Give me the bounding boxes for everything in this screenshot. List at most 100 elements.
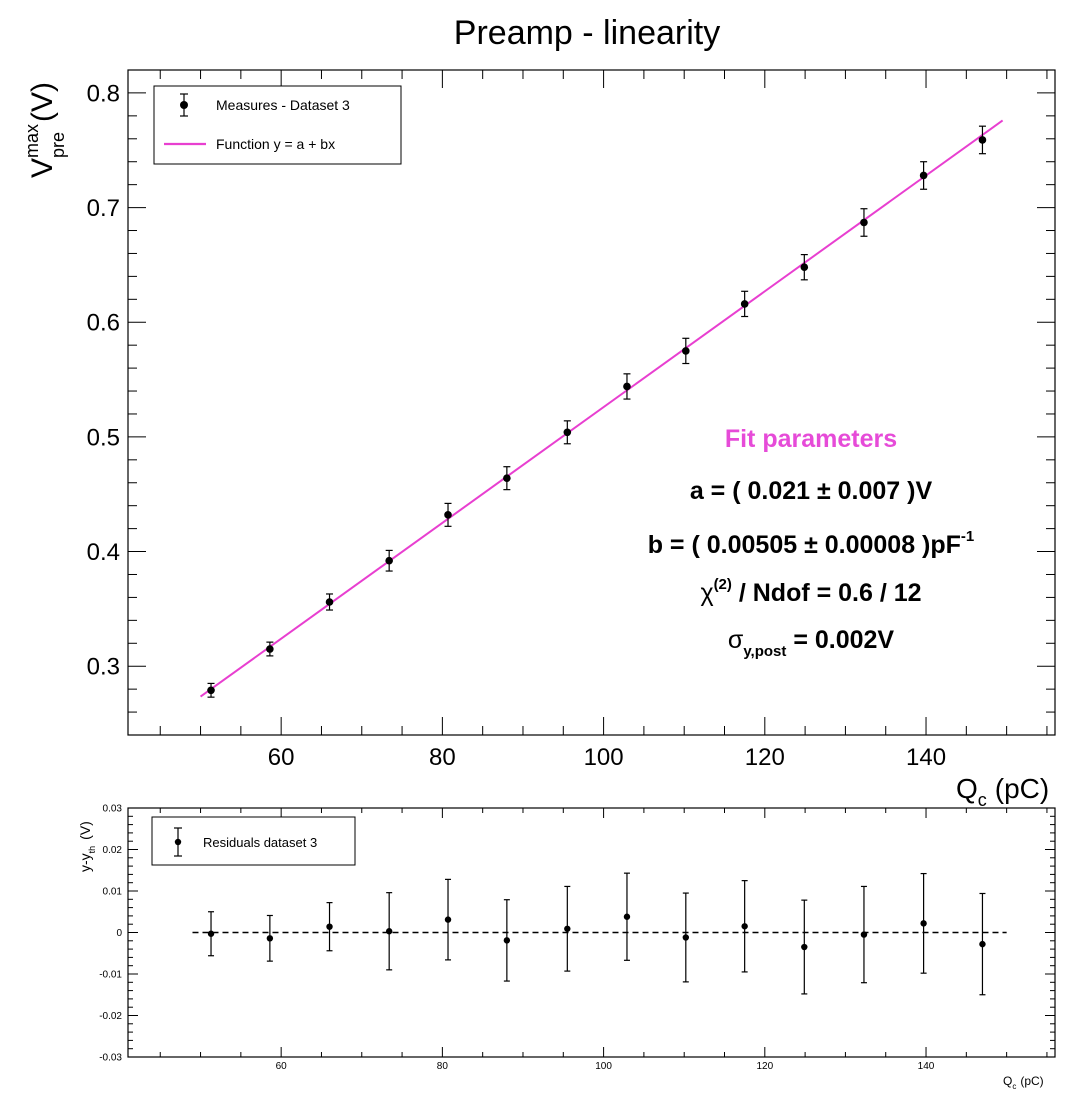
data-point [503,466,511,491]
data-point [919,161,928,190]
x-tick-label: 120 [745,744,785,771]
data-point [741,880,748,973]
data-point [623,373,631,400]
main-tick-labels: 60 80 100 120 140 0.3 0.4 0.5 0.6 0.7 0.8 [87,80,946,771]
point-marker [623,382,631,391]
point-marker [266,935,274,942]
data-point [266,641,274,657]
x-tick-label: 140 [918,1061,935,1072]
point-marker [385,928,393,935]
point-marker [563,428,572,437]
y-tick-label: -0.02 [99,1011,122,1022]
fit-line [199,119,1004,698]
point-marker [801,943,808,951]
x-tick-label: 60 [276,1061,288,1072]
x-tick-label: 120 [756,1061,773,1072]
main-ticks [128,69,1055,736]
fit-sigma: σy,post = 0.002V [728,626,895,660]
legend-entry-residuals: Residuals dataset 3 [203,835,317,850]
data-point [503,899,511,982]
data-point [444,878,452,961]
point-marker [444,511,452,519]
data-point [385,549,393,572]
point-marker [623,913,631,920]
point-marker [385,556,393,565]
y-tick-label: 0.01 [103,887,123,898]
data-point [682,337,690,365]
legend-entry-function: Function y = a + bx [216,136,335,152]
residual-legend-box [151,816,356,866]
y-tick-label: 0.6 [87,310,120,337]
point-marker [978,136,987,144]
residual-ticks [128,807,1055,1058]
y-tick-label: 0.8 [87,80,120,107]
residual-x-axis-label: Qc (pC) [1003,1074,1044,1091]
y-tick-label: 0.3 [87,654,120,681]
data-point [800,253,809,281]
point-marker [919,171,928,180]
point-marker [682,934,690,941]
data-point [860,885,868,984]
y-tick-label: -0.03 [99,1053,122,1064]
residual-legend: Residuals dataset 3 [151,816,356,866]
point-marker [325,598,334,606]
data-point [979,892,986,996]
point-marker [979,940,986,948]
main-panel: 60 80 100 120 140 0.3 0.4 0.5 0.6 0.7 0.8 Vmax pre(… [22,69,1056,810]
point-marker [682,347,690,355]
residual-panel: 60 80 100 120 140 -0.03 -0.02 -0.01 0 0.01 0.02 0.0… [77,804,1056,1091]
point-marker [564,925,571,932]
y-tick-label: 0.5 [87,424,120,451]
point-marker [444,916,452,923]
data-point [860,208,868,237]
y-tick-label: 0.02 [103,845,123,856]
x-tick-label: 140 [906,744,946,771]
main-x-axis-label: Qc (pC) [956,773,1049,810]
residual-legend-point [174,838,182,846]
fit-param-b: b = ( 0.00505 ± 0.00008 )pF-1 [648,528,975,559]
data-point [266,914,274,962]
point-marker [860,218,868,227]
data-point [207,911,215,957]
data-point [564,885,571,972]
main-y-axis-label: Vmax pre(V) [22,82,68,178]
point-marker [326,923,333,930]
data-point [325,593,334,611]
fit-parameters-box: Fit parameters a = ( 0.021 ± 0.007 )V b … [648,425,975,660]
data-point [444,502,452,527]
chart-title: Preamp - linearity [454,14,720,52]
y-tick-label: 0.4 [87,539,120,566]
residual-y-axis-label: y-yth(V) [77,821,97,872]
data-point [978,125,987,155]
data-point [682,892,690,983]
x-tick-label: 100 [584,744,624,771]
x-tick-label: 80 [429,744,456,771]
main-data-points [207,125,987,698]
data-point [920,872,927,974]
point-marker [920,920,927,927]
y-tick-label: 0 [116,928,122,939]
residual-tick-labels: 60 80 100 120 140 -0.03 -0.02 -0.01 0 0.01 0.02 0.0… [99,804,935,1073]
data-point [563,420,572,445]
y-tick-label: 0.7 [87,195,120,222]
fit-parameters-heading: Fit parameters [725,425,897,453]
point-marker [741,923,748,930]
data-point [740,290,749,318]
point-marker [800,263,809,272]
data-point [326,902,333,952]
x-tick-label: 80 [437,1061,449,1072]
data-point [207,682,215,698]
point-marker [503,937,511,944]
main-legend: Measures - Dataset 3 Function y = a + bx [153,85,402,165]
x-tick-label: 60 [268,744,295,771]
point-marker [266,645,274,653]
x-tick-label: 100 [595,1061,612,1072]
point-marker [740,300,749,308]
fit-param-a: a = ( 0.021 ± 0.007 )V [690,477,933,505]
data-point [623,872,631,961]
y-tick-label: 0.03 [103,804,123,815]
y-tick-label: -0.01 [99,970,122,981]
fit-chi-square: χ(2) / Ndof = 0.6 / 12 [700,576,921,607]
point-marker [503,474,511,482]
